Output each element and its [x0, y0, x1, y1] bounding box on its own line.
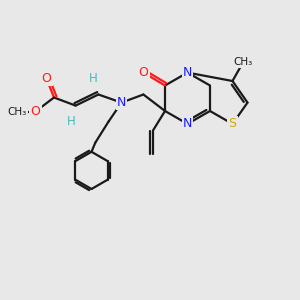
Text: H: H	[67, 115, 76, 128]
Text: CH₃: CH₃	[8, 106, 27, 117]
Text: N: N	[183, 66, 192, 79]
Text: O: O	[139, 66, 148, 79]
Text: H: H	[89, 72, 98, 85]
Text: O: O	[42, 72, 51, 85]
Text: CH₃: CH₃	[233, 57, 253, 68]
Text: S: S	[229, 117, 236, 130]
Text: N: N	[183, 117, 192, 130]
Text: O: O	[31, 105, 40, 118]
Text: N: N	[117, 96, 126, 109]
